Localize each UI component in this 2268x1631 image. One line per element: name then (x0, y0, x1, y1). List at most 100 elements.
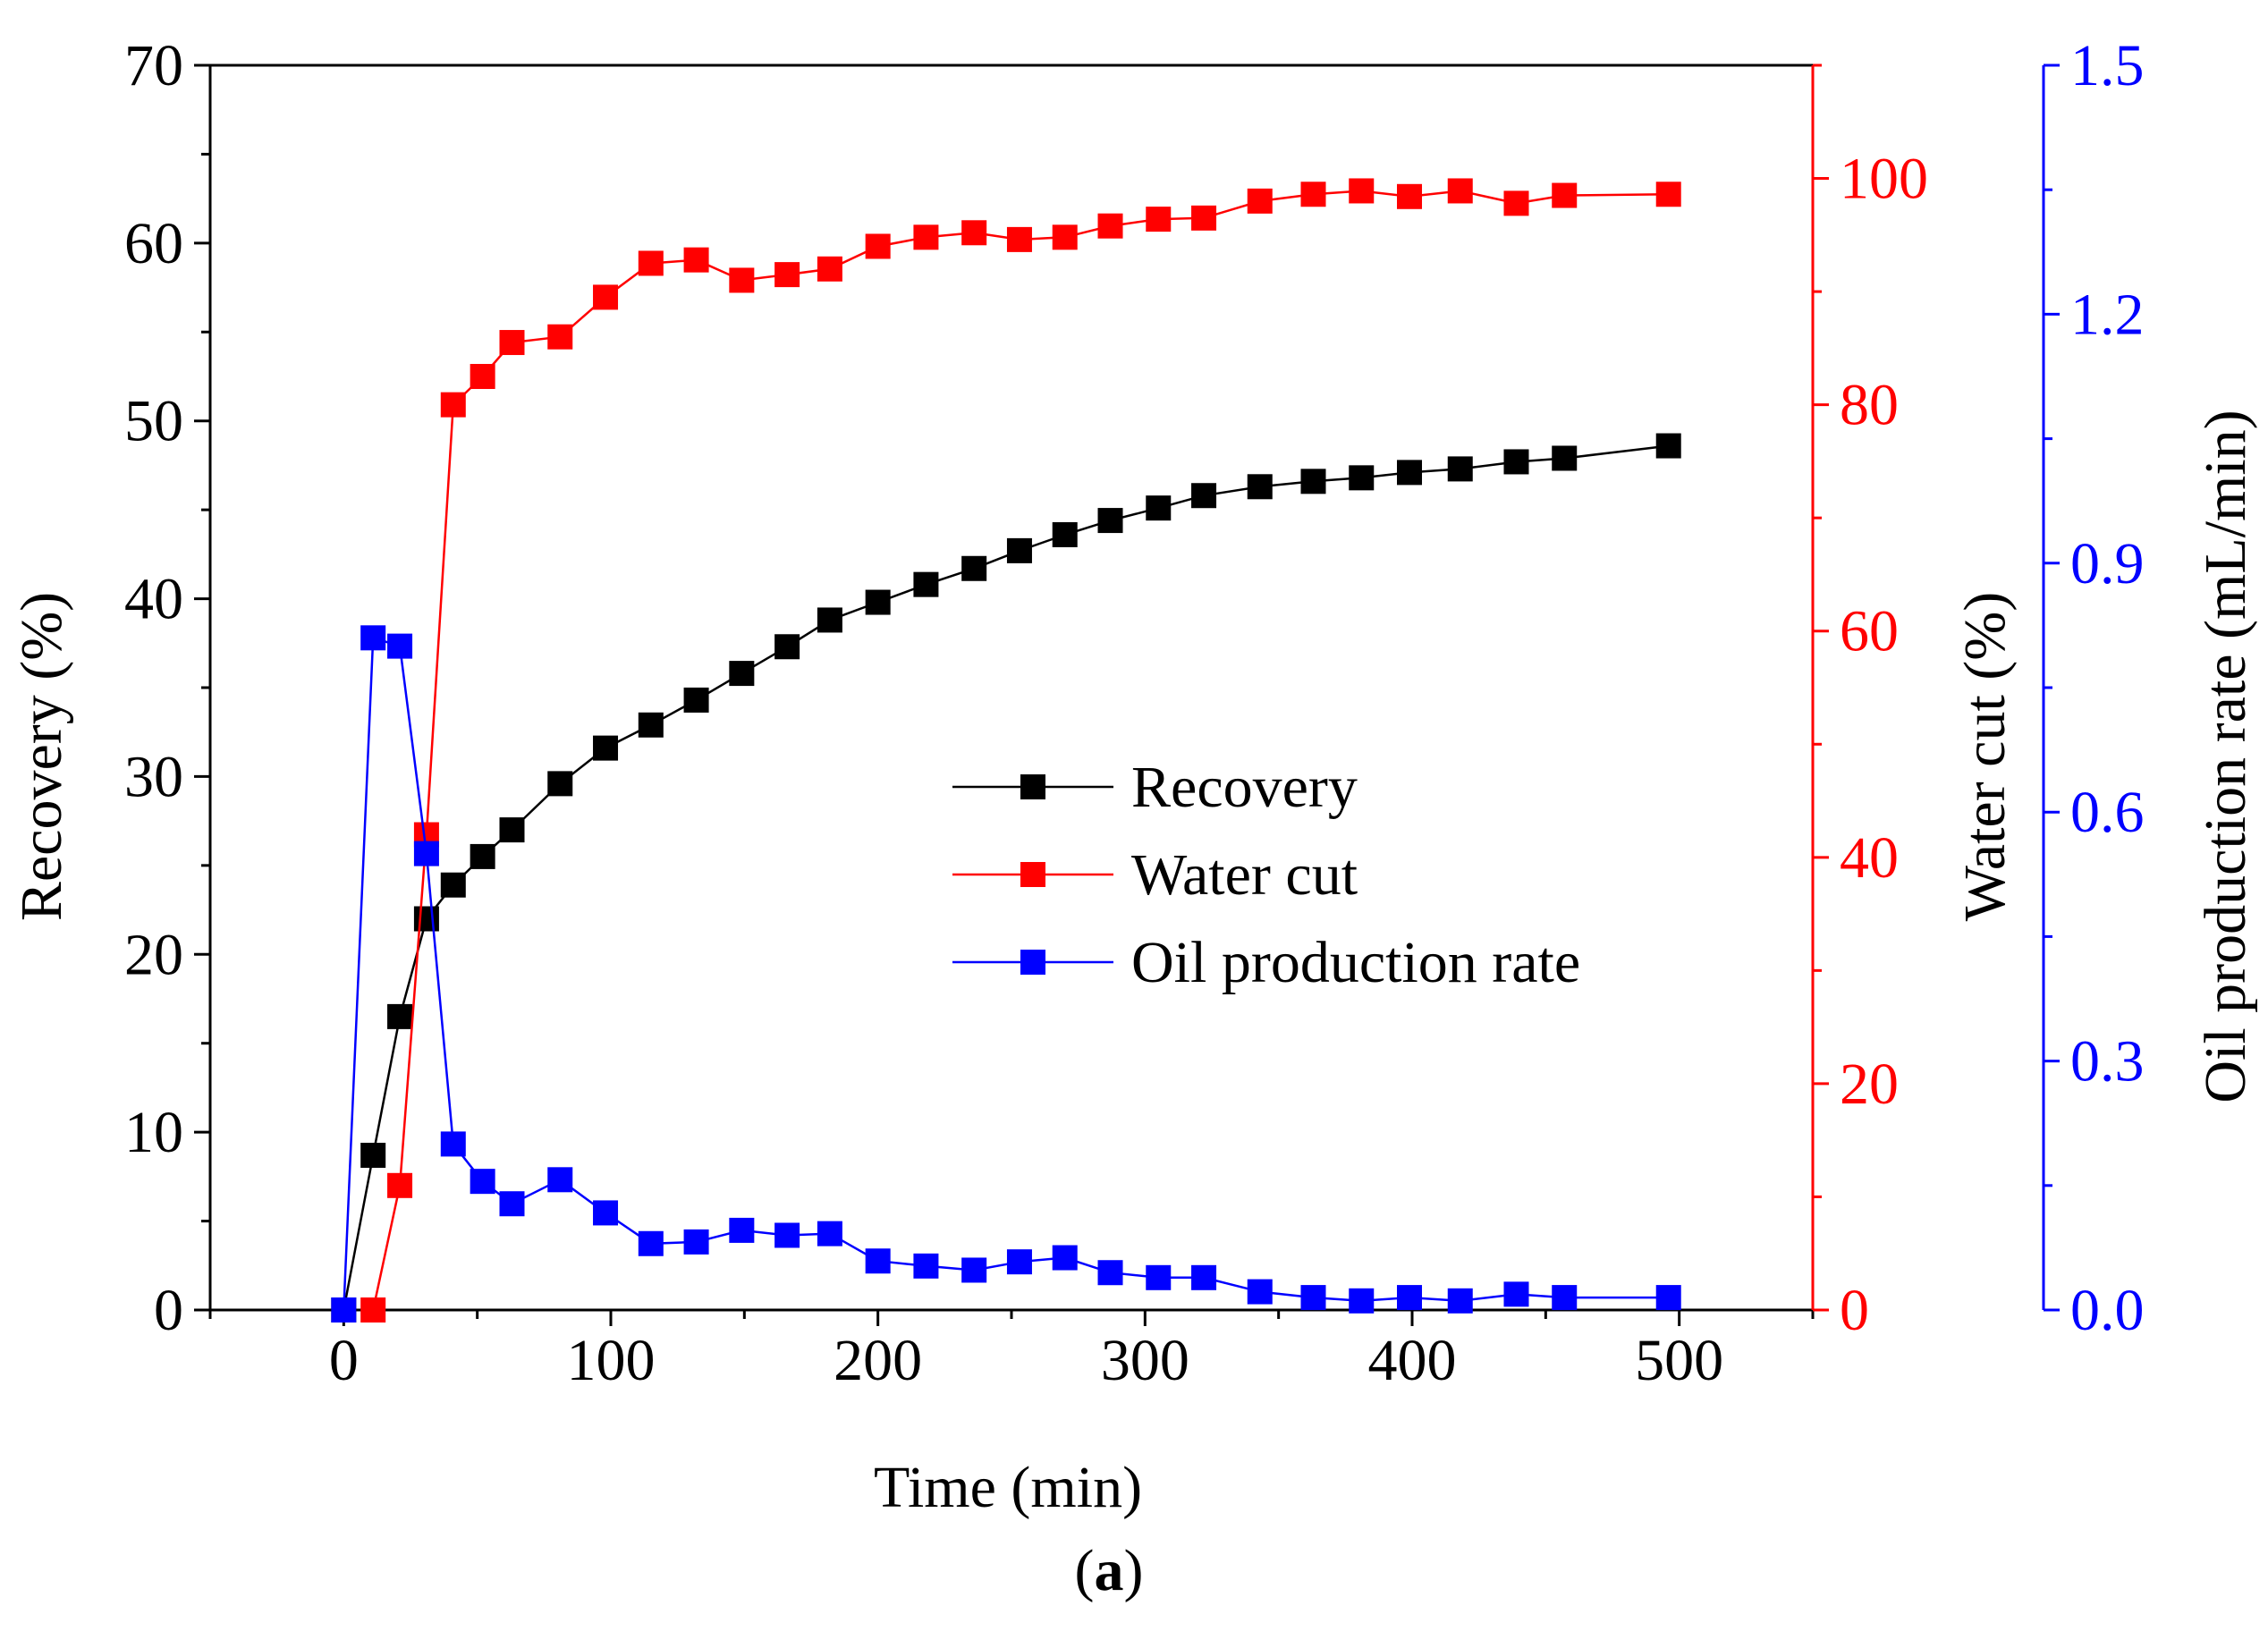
point-recovery (1655, 433, 1681, 459)
point-water-cut (1655, 182, 1681, 207)
y-left-tick-label: 70 (124, 33, 183, 98)
series-line-water-cut (371, 190, 1669, 1311)
point-oil-production-rate (774, 1222, 800, 1248)
x-tick-label: 0 (329, 1328, 359, 1393)
point-recovery (470, 843, 495, 869)
series-recovery (331, 433, 1681, 1323)
point-recovery (638, 712, 664, 738)
point-recovery (1052, 521, 1078, 547)
point-oil-production-rate (593, 1200, 619, 1226)
point-water-cut (499, 330, 525, 356)
point-oil-production-rate (1006, 1249, 1032, 1275)
point-water-cut (774, 262, 800, 288)
point-water-cut (1097, 213, 1123, 239)
point-oil-production-rate (499, 1191, 525, 1217)
point-water-cut (913, 224, 939, 250)
point-recovery (1300, 469, 1326, 494)
point-recovery (593, 735, 619, 761)
point-recovery (413, 906, 439, 932)
point-oil-production-rate (1097, 1260, 1123, 1286)
point-recovery (1247, 474, 1273, 500)
y-right2-tick-label: 1.2 (2070, 282, 2145, 347)
point-oil-production-rate (961, 1257, 987, 1283)
y-right1-tick-label: 0 (1840, 1278, 1869, 1343)
point-water-cut (1349, 178, 1375, 204)
y-right2-tick-label: 0.3 (2070, 1029, 2145, 1094)
point-oil-production-rate (638, 1230, 664, 1256)
point-water-cut (961, 220, 987, 246)
point-recovery (817, 607, 842, 633)
point-oil-production-rate (1349, 1288, 1375, 1314)
point-water-cut (1447, 178, 1473, 204)
series-oil-production-rate (331, 625, 1681, 1323)
series-water-cut (360, 178, 1681, 1323)
point-oil-production-rate (547, 1167, 573, 1193)
y-right1-tick-label: 100 (1840, 147, 1928, 212)
legend-item-water-cut: Water cut (952, 842, 1358, 908)
point-recovery (360, 1142, 386, 1168)
point-recovery (865, 589, 891, 615)
y-right2-tick-label: 0.6 (2070, 780, 2145, 845)
x-tick-label: 400 (1368, 1328, 1457, 1393)
point-water-cut (547, 324, 573, 350)
point-oil-production-rate (1447, 1288, 1473, 1314)
x-tick-label: 100 (567, 1328, 656, 1393)
point-oil-production-rate (413, 841, 439, 866)
point-oil-production-rate (1397, 1285, 1423, 1311)
point-water-cut (865, 233, 891, 259)
y-left-tick-label: 20 (124, 922, 183, 987)
point-water-cut (360, 1297, 386, 1323)
point-oil-production-rate (1191, 1264, 1217, 1290)
point-water-cut (638, 250, 664, 276)
point-oil-production-rate (913, 1253, 939, 1279)
point-recovery (1397, 460, 1423, 486)
y-left-tick-label: 10 (124, 1100, 183, 1165)
y-left-axis-title: Recovery (%) (9, 592, 74, 921)
y-left-tick-label: 30 (124, 744, 183, 809)
caption-close: ) (1124, 1538, 1144, 1603)
x-tick-label: 300 (1101, 1328, 1189, 1393)
point-oil-production-rate (387, 633, 413, 659)
point-water-cut (440, 392, 466, 418)
point-recovery (499, 817, 525, 843)
point-oil-production-rate (331, 1297, 357, 1323)
y-axis-water-cut: 0 20 40 60 80 100 (1811, 63, 1928, 1343)
point-recovery (1097, 508, 1123, 534)
point-water-cut (1191, 205, 1217, 231)
point-water-cut (387, 1172, 413, 1198)
point-oil-production-rate (360, 625, 386, 651)
point-recovery (547, 771, 573, 797)
point-oil-production-rate (729, 1217, 755, 1243)
y-right2-tick-label: 0.9 (2070, 531, 2145, 596)
x-tick-label: 500 (1635, 1328, 1723, 1393)
point-water-cut (1503, 190, 1529, 216)
point-recovery (1349, 465, 1375, 491)
y-right2-tick-label: 1.5 (2070, 33, 2145, 98)
point-oil-production-rate (1146, 1264, 1172, 1290)
point-oil-production-rate (440, 1131, 466, 1157)
point-recovery (387, 1003, 413, 1029)
x-axis-title: Time (min) (874, 1455, 1142, 1520)
legend-label: Water cut (1131, 842, 1358, 908)
point-recovery (729, 661, 755, 687)
point-oil-production-rate (683, 1229, 709, 1255)
y-axis-oil-production-rate: 0.0 0.3 0.6 0.9 1.2 1.5 (2042, 33, 2145, 1343)
legend-marker (1020, 774, 1045, 799)
point-oil-production-rate (1655, 1285, 1681, 1311)
point-oil-production-rate (865, 1248, 891, 1274)
point-water-cut (1247, 188, 1273, 214)
point-water-cut (817, 256, 842, 282)
point-recovery (1006, 537, 1032, 563)
point-recovery (1503, 449, 1529, 475)
point-recovery (913, 571, 939, 597)
point-water-cut (1052, 224, 1078, 250)
y-left-tick-label: 40 (124, 567, 183, 632)
x-axis: 0 100 200 300 400 500 (208, 1310, 1815, 1393)
caption-open: ( (1075, 1538, 1095, 1603)
y-right1-tick-label: 80 (1840, 373, 1899, 438)
legend-marker (1020, 950, 1045, 975)
point-oil-production-rate (1247, 1279, 1273, 1305)
point-recovery (1552, 445, 1578, 471)
point-oil-production-rate (1552, 1285, 1578, 1311)
